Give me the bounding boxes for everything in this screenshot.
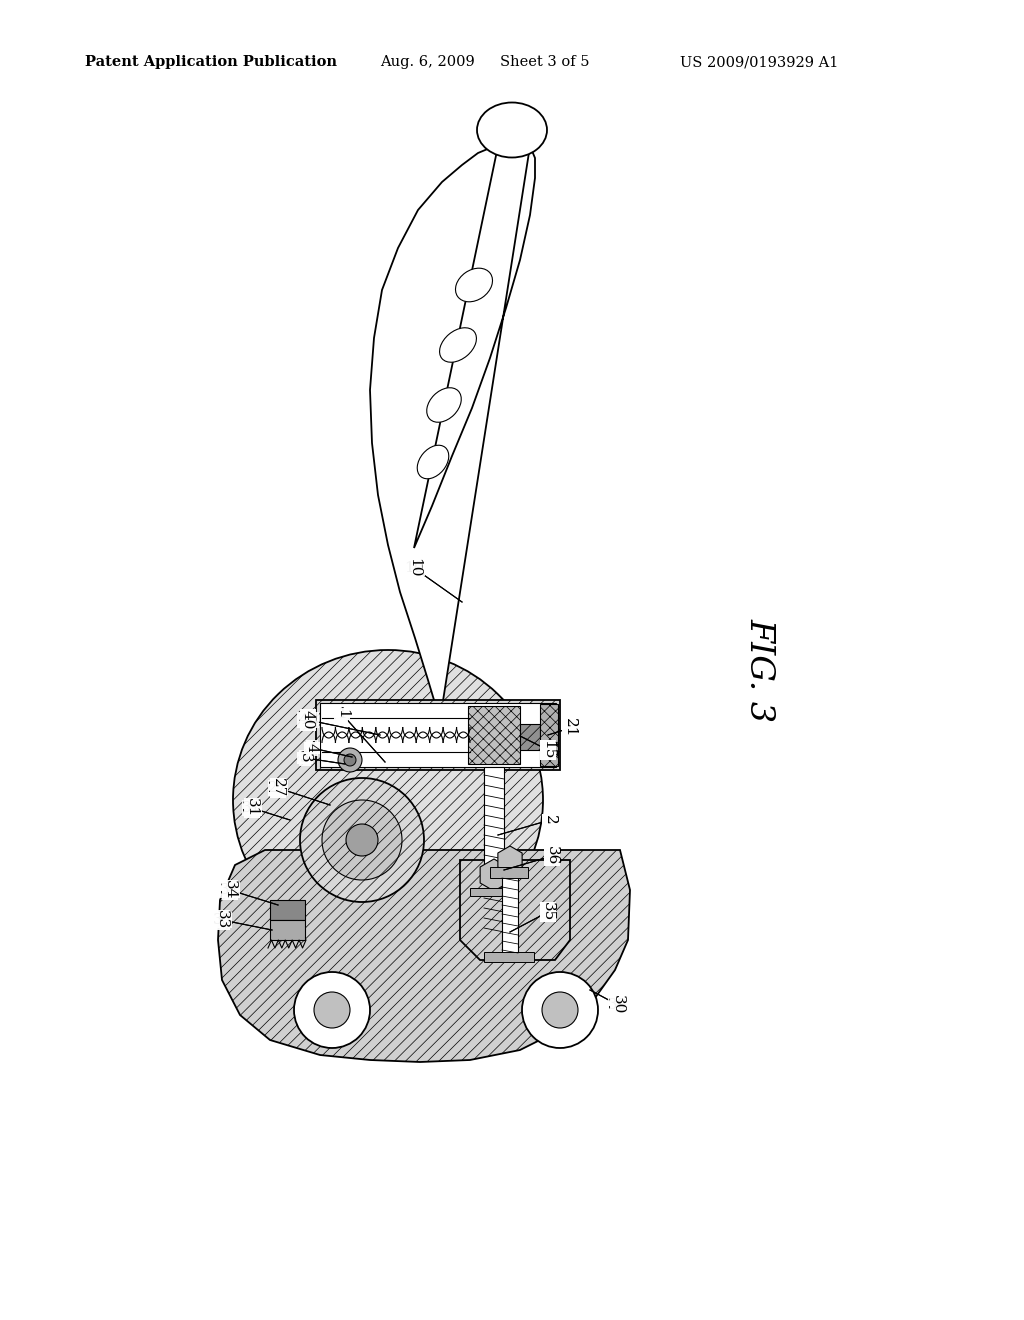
Text: 4: 4: [305, 743, 319, 752]
Text: 35: 35: [541, 903, 555, 921]
Ellipse shape: [233, 649, 543, 950]
Text: 1: 1: [335, 709, 349, 719]
Polygon shape: [540, 704, 558, 766]
Text: 36: 36: [545, 846, 559, 866]
Text: Sheet 3 of 5: Sheet 3 of 5: [500, 55, 590, 69]
Circle shape: [542, 993, 578, 1028]
Text: 27: 27: [271, 779, 285, 797]
Circle shape: [322, 800, 402, 880]
Polygon shape: [218, 850, 630, 1063]
Circle shape: [300, 777, 424, 902]
Text: 33: 33: [212, 913, 231, 927]
Text: Aug. 6, 2009: Aug. 6, 2009: [380, 55, 475, 69]
Text: 2: 2: [543, 816, 557, 825]
Ellipse shape: [427, 388, 461, 422]
Text: 27: 27: [268, 781, 288, 795]
Circle shape: [294, 972, 370, 1048]
Ellipse shape: [456, 268, 493, 302]
Polygon shape: [468, 706, 520, 764]
Text: 15: 15: [541, 741, 555, 760]
Ellipse shape: [417, 445, 449, 479]
Text: 2: 2: [543, 816, 557, 825]
Polygon shape: [460, 861, 570, 960]
Polygon shape: [470, 888, 518, 896]
Text: 3: 3: [300, 751, 310, 766]
Polygon shape: [270, 900, 305, 920]
Text: 3: 3: [298, 754, 312, 763]
Text: 40: 40: [301, 710, 315, 730]
Polygon shape: [490, 867, 528, 878]
Text: 31: 31: [245, 799, 259, 817]
Text: 31: 31: [243, 801, 262, 814]
Ellipse shape: [477, 103, 547, 157]
Polygon shape: [502, 874, 518, 960]
Polygon shape: [370, 147, 535, 719]
Text: 33: 33: [215, 911, 229, 929]
Text: 30: 30: [608, 998, 628, 1012]
Circle shape: [314, 993, 350, 1028]
Polygon shape: [316, 700, 560, 770]
Text: 15: 15: [541, 741, 555, 760]
Text: 1: 1: [337, 708, 347, 721]
Polygon shape: [520, 723, 540, 750]
Text: 40: 40: [298, 713, 317, 727]
Text: 10: 10: [407, 558, 421, 578]
Circle shape: [346, 824, 378, 855]
Text: 34: 34: [223, 880, 237, 900]
Text: 35: 35: [541, 903, 555, 921]
Text: 10: 10: [404, 561, 424, 576]
Text: 4: 4: [307, 741, 316, 755]
Ellipse shape: [439, 327, 476, 362]
Circle shape: [338, 748, 362, 772]
Polygon shape: [319, 704, 556, 767]
Text: 30: 30: [611, 995, 625, 1015]
Polygon shape: [270, 920, 305, 940]
Text: FIG. 3: FIG. 3: [744, 618, 776, 722]
Text: Patent Application Publication: Patent Application Publication: [85, 55, 337, 69]
Text: 21: 21: [563, 718, 577, 738]
Text: 34: 34: [220, 883, 240, 898]
Circle shape: [522, 972, 598, 1048]
Text: US 2009/0193929 A1: US 2009/0193929 A1: [680, 55, 839, 69]
Text: 36: 36: [545, 846, 559, 866]
Polygon shape: [484, 767, 504, 870]
Circle shape: [344, 754, 356, 766]
Polygon shape: [484, 952, 534, 962]
Text: 21: 21: [563, 718, 577, 738]
